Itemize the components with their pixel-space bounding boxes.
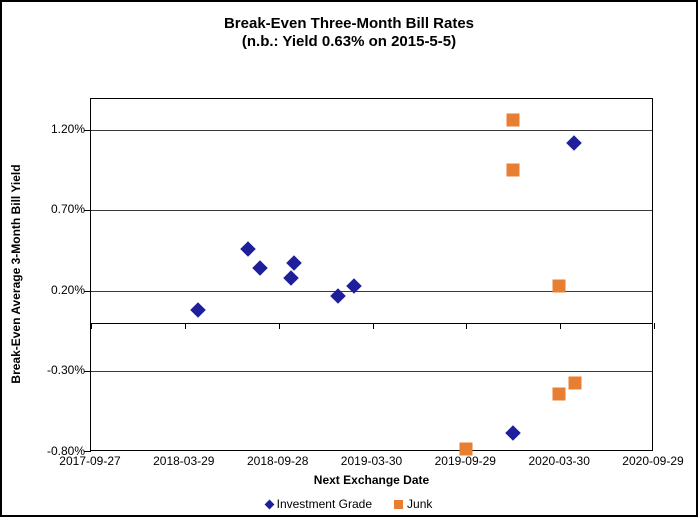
legend-item-junk: Junk xyxy=(394,495,432,513)
data-point-junk xyxy=(459,442,473,456)
y-tick-label: 0.70% xyxy=(50,202,85,217)
x-tick-label: 2020-09-29 xyxy=(622,454,684,468)
y-tick-mark xyxy=(84,451,91,452)
chart-title-line1: Break-Even Three-Month Bill Rates xyxy=(223,15,475,32)
y-tick-mark xyxy=(84,371,91,373)
legend: Investment Grade Junk xyxy=(2,495,696,513)
data-point-investment-grade xyxy=(189,302,206,318)
x-tick-mark xyxy=(466,323,468,330)
data-point-investment-grade xyxy=(504,424,521,441)
data-point-investment-grade xyxy=(285,255,302,272)
y-tick-mark xyxy=(84,290,91,292)
diamond-icon xyxy=(264,499,275,509)
gridline xyxy=(91,210,652,212)
data-point-investment-grade xyxy=(240,241,257,257)
y-tick-label: -0.30% xyxy=(46,363,85,378)
data-point-junk xyxy=(552,279,566,293)
legend-item-investment-grade: Investment Grade xyxy=(264,495,373,513)
x-tick-label: 2018-09-28 xyxy=(246,454,309,468)
gridline xyxy=(91,129,652,131)
y-tick-label: 0.20% xyxy=(50,282,85,297)
gridline xyxy=(91,371,652,373)
y-axis-title: Break-Even Average 3-Month Bill Yield xyxy=(9,164,23,384)
chart-title: Break-Even Three-Month Bill Rates (n.b.:… xyxy=(2,15,696,51)
y-tick-mark xyxy=(84,129,91,131)
data-point-junk xyxy=(568,376,581,390)
y-tick-label: -0.80% xyxy=(46,444,85,458)
x-tick-label: 2019-03-30 xyxy=(340,454,403,468)
data-point-junk xyxy=(506,163,519,177)
y-tick-label: 1.20% xyxy=(50,121,85,136)
chart-title-line2: (n.b.: Yield 0.63% on 2015-5-5) xyxy=(241,33,457,50)
x-tick-label: 2018-03-29 xyxy=(153,454,215,468)
x-axis-title: Next Exchange Date xyxy=(313,473,430,487)
x-tick-mark xyxy=(372,323,374,330)
x-tick-mark xyxy=(560,323,562,330)
legend-label-investment-grade: Investment Grade xyxy=(276,497,373,511)
gridline xyxy=(91,290,652,292)
x-tick-label: 2019-09-29 xyxy=(434,454,496,468)
x-tick-mark xyxy=(278,323,280,330)
data-point-investment-grade xyxy=(283,270,299,286)
x-tick-label: 2017-09-27 xyxy=(59,454,121,468)
x-tick-mark xyxy=(184,323,186,330)
x-tick-label: 2020-03-30 xyxy=(528,454,590,468)
data-point-investment-grade xyxy=(565,134,582,151)
data-point-investment-grade xyxy=(252,260,268,276)
x-axis-line xyxy=(91,323,652,325)
y-tick-mark xyxy=(84,210,91,212)
data-point-junk xyxy=(552,387,566,401)
x-tick-mark xyxy=(654,323,655,330)
x-tick-mark xyxy=(91,323,92,330)
data-point-junk xyxy=(506,113,519,127)
plot-area xyxy=(84,98,655,456)
legend-label-junk: Junk xyxy=(407,497,433,511)
square-icon xyxy=(394,499,404,509)
